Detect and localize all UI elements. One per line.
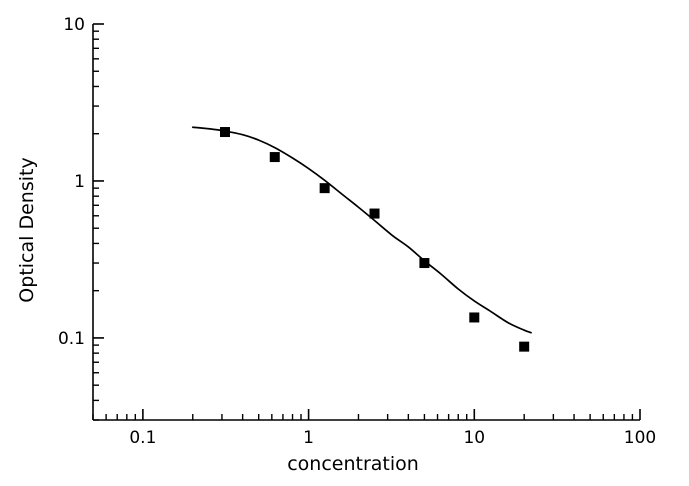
y-axis-tick-labels: 10 1 0.1 [58, 15, 85, 349]
y-tick-label: 0.1 [58, 329, 85, 349]
data-point-marker [419, 258, 430, 269]
y-axis-title: Optical Density [16, 157, 38, 302]
data-point-marker [219, 127, 230, 138]
data-point-marker [469, 312, 480, 323]
data-point-marker [519, 341, 530, 352]
x-axis-ticks [92, 409, 641, 420]
data-point-marker [369, 208, 380, 219]
x-axis-tick-labels: 0.1 1 10 100 [129, 428, 656, 448]
data-point-marker [269, 152, 280, 163]
y-axis-ticks [93, 23, 104, 421]
data-point-markers [219, 127, 530, 352]
fit-curve-path [191, 126, 532, 334]
data-point-marker [319, 183, 330, 194]
y-tick-label: 10 [63, 15, 85, 35]
y-tick-label: 1 [74, 172, 85, 192]
x-tick-label: 100 [624, 428, 656, 448]
x-tick-label: 0.1 [129, 428, 156, 448]
y-axis-group: 10 1 0.1 [58, 15, 104, 421]
x-axis-title: concentration [287, 453, 419, 475]
x-tick-label: 1 [303, 428, 314, 448]
x-axis-group: 0.1 1 10 100 [92, 409, 656, 448]
x-tick-label: 10 [463, 428, 485, 448]
